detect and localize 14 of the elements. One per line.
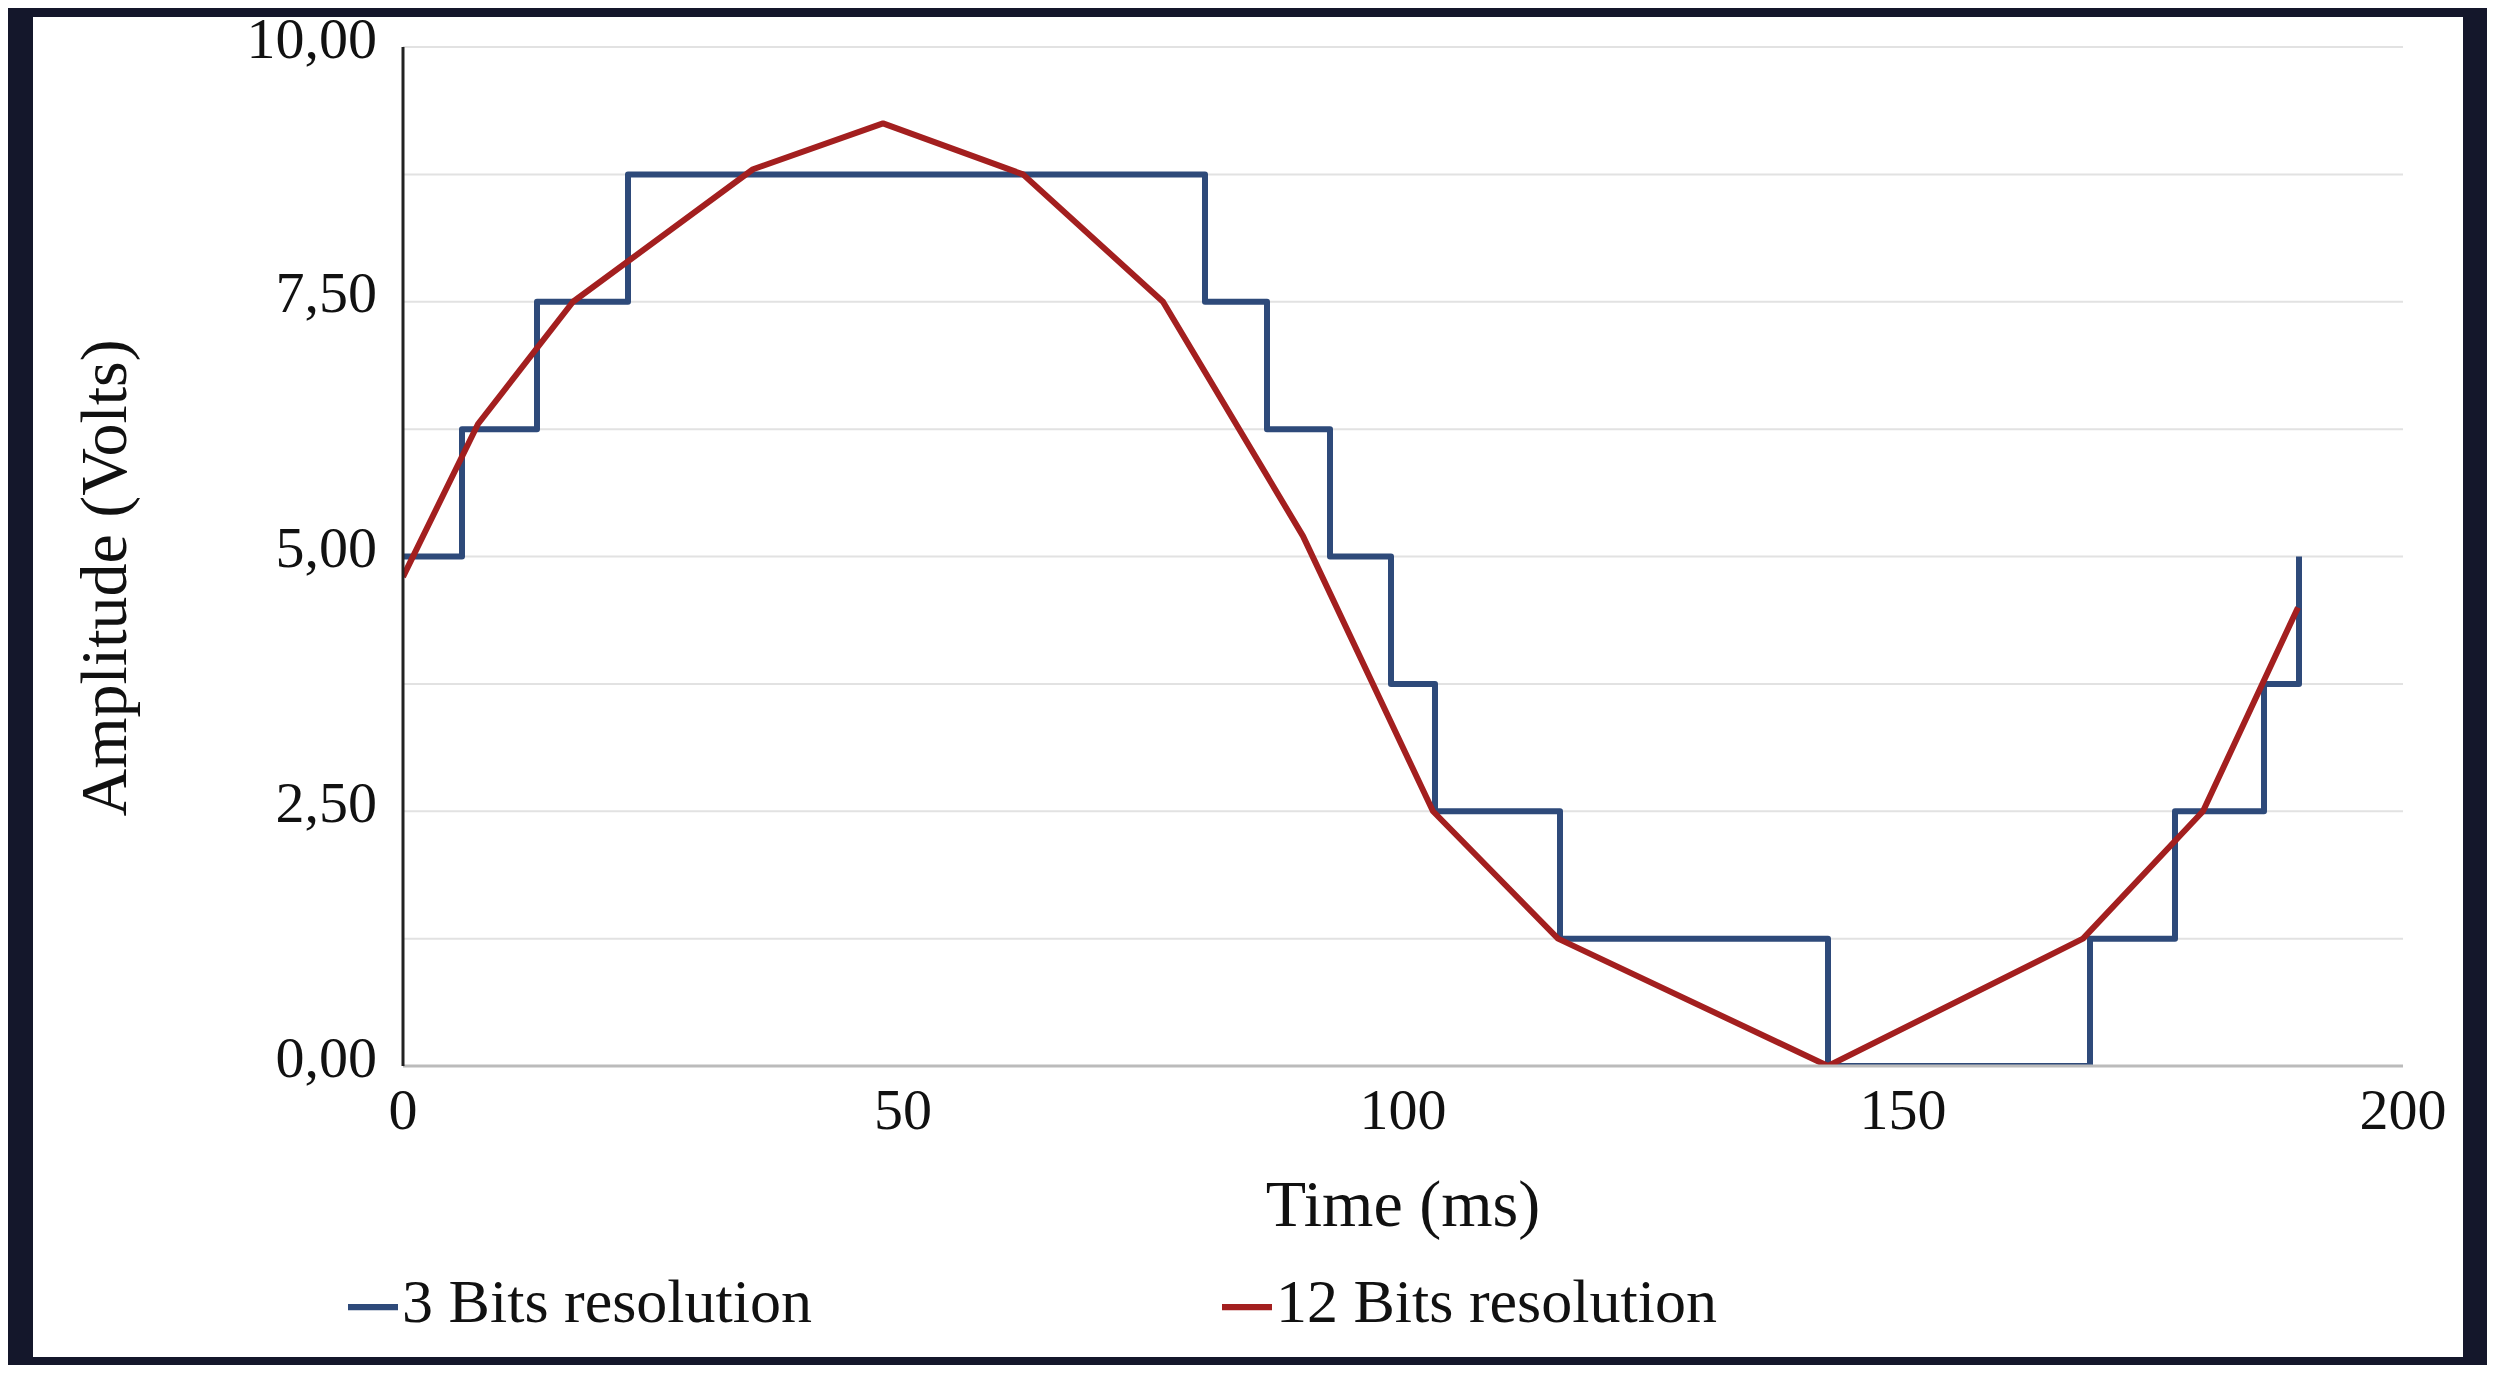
y-tick-label: 5,00: [275, 514, 377, 580]
x-tick-label: 100: [1359, 1076, 1446, 1142]
y-tick-label: 0,00: [275, 1024, 377, 1090]
y-tick-label: 7,50: [275, 259, 377, 325]
x-axis-title: Time (ms): [1265, 1166, 1540, 1241]
legend-label: 12 Bits resolution: [1276, 1266, 1717, 1335]
y-axis-title: Amplitude (Volts): [66, 338, 141, 816]
y-tick-label: 2,50: [275, 769, 377, 835]
x-tick-label: 200: [2359, 1076, 2446, 1142]
x-tick-label: 150: [1859, 1076, 1946, 1142]
y-tick-label: 10,00: [246, 5, 377, 71]
legend-label: 3 Bits resolution: [402, 1266, 812, 1335]
x-tick-label: 0: [388, 1076, 417, 1142]
x-tick-label: 50: [873, 1076, 932, 1142]
